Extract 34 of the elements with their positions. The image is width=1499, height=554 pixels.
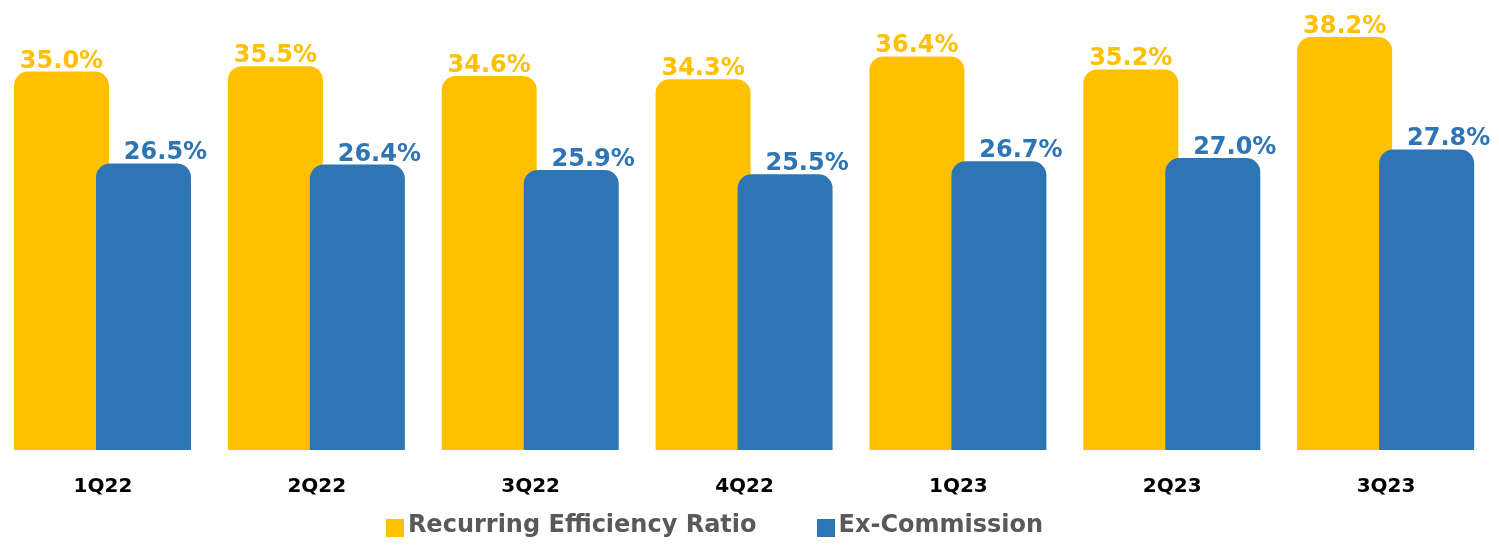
legend-label: Recurring Efficiency Ratio <box>407 510 757 538</box>
x-tick-label: 1Q23 <box>928 473 988 498</box>
data-label: 34.6% <box>447 49 531 78</box>
data-label: 26.5% <box>123 137 208 166</box>
data-label: 36.4% <box>875 30 959 59</box>
bar <box>737 174 833 450</box>
data-label: 27.8% <box>1407 123 1491 152</box>
data-label: 25.9% <box>551 143 635 172</box>
data-label: 25.5% <box>765 148 849 177</box>
bar <box>14 71 109 450</box>
x-tick-label: 2Q22 <box>287 473 347 498</box>
data-label: 26.4% <box>337 138 421 167</box>
data-label: 26.7% <box>979 135 1063 164</box>
data-label: 35.5% <box>233 40 317 69</box>
bar <box>951 161 1047 450</box>
data-label: 35.0% <box>19 45 104 74</box>
x-tick-label: 4Q22 <box>715 473 774 498</box>
data-label: 27.0% <box>1193 132 1277 161</box>
x-tick-label: 3Q23 <box>1356 473 1416 498</box>
x-tick-label: 3Q22 <box>501 473 561 498</box>
bar <box>309 164 405 450</box>
bar <box>655 79 751 450</box>
bar <box>1165 158 1261 450</box>
bar <box>227 66 323 450</box>
data-label: 34.3% <box>661 53 745 82</box>
x-tick-label: 1Q22 <box>73 473 133 498</box>
data-label: 35.2% <box>1089 43 1173 72</box>
bar <box>523 169 619 450</box>
data-label: 38.2% <box>1303 11 1387 39</box>
x-tick-label: 2Q23 <box>1142 473 1202 498</box>
bar <box>1379 149 1475 450</box>
legend-label: Ex-Commission <box>838 510 1044 538</box>
bar <box>441 75 537 450</box>
bar <box>96 163 191 450</box>
